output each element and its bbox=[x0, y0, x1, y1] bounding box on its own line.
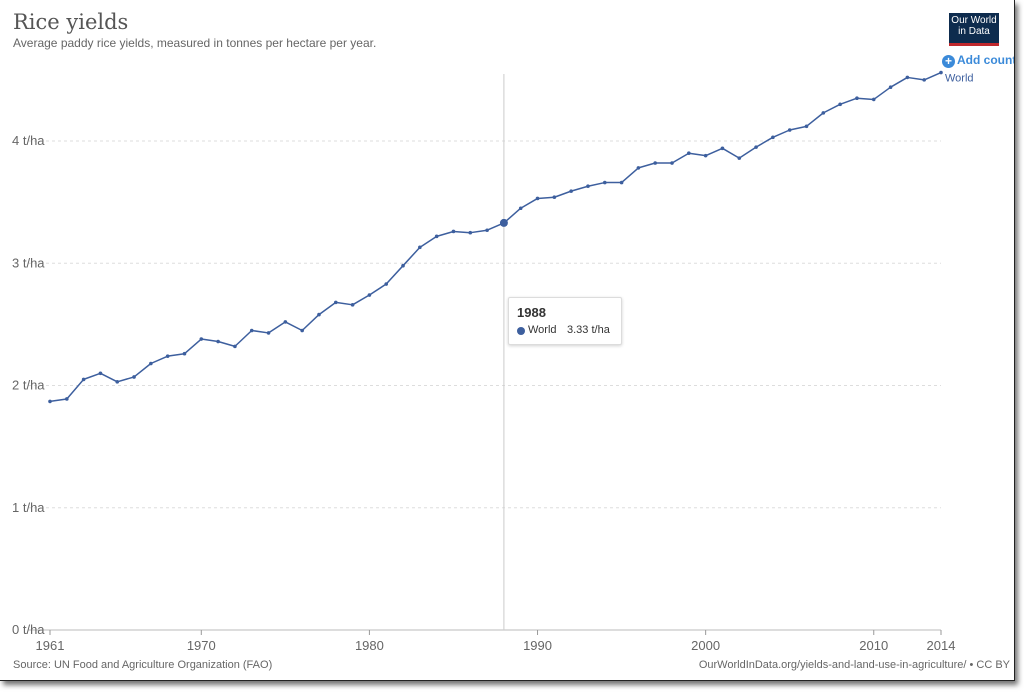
data-point[interactable] bbox=[569, 189, 573, 193]
data-point[interactable] bbox=[48, 399, 52, 404]
data-point[interactable] bbox=[384, 282, 389, 286]
highlighted-data-point[interactable] bbox=[499, 218, 508, 227]
data-point[interactable] bbox=[81, 377, 86, 382]
data-point[interactable] bbox=[434, 234, 439, 239]
data-point[interactable] bbox=[518, 206, 523, 211]
data-point[interactable] bbox=[670, 161, 674, 165]
tooltip-series-dot bbox=[517, 327, 525, 335]
source-note: Source: UN Food and Agriculture Organiza… bbox=[13, 659, 273, 671]
add-country-button[interactable]: +Add country bbox=[942, 53, 1014, 68]
data-point[interactable] bbox=[905, 75, 910, 80]
data-point[interactable] bbox=[98, 371, 103, 376]
series-label-world: World bbox=[945, 73, 974, 85]
logo-line-1: Our World bbox=[951, 15, 997, 26]
data-point[interactable] bbox=[300, 328, 304, 333]
data-point[interactable] bbox=[283, 320, 288, 324]
x-tick-label: 1980 bbox=[355, 638, 384, 653]
data-point[interactable] bbox=[871, 97, 876, 102]
y-tick-label: 2 t/ha bbox=[12, 378, 45, 393]
data-point[interactable] bbox=[939, 70, 943, 75]
chart-subtitle: Average paddy rice yields, measured in t… bbox=[13, 36, 377, 50]
y-tick-label: 4 t/ha bbox=[12, 133, 45, 148]
data-point[interactable] bbox=[182, 351, 187, 356]
tooltip-series-name: World bbox=[528, 324, 557, 336]
data-point[interactable] bbox=[65, 397, 69, 401]
tooltip-year: 1988 bbox=[517, 305, 546, 320]
data-point[interactable] bbox=[317, 312, 321, 317]
data-point[interactable] bbox=[367, 293, 372, 297]
source-url-link[interactable]: OurWorldInData.org/yields-and-land-use-i… bbox=[698, 659, 1010, 671]
logo-line-2: in Data bbox=[958, 26, 990, 37]
data-point[interactable] bbox=[350, 303, 355, 307]
tooltip: 1988 World 3.33 t/ha bbox=[508, 297, 622, 345]
data-point[interactable] bbox=[165, 354, 170, 358]
data-point[interactable] bbox=[249, 328, 254, 333]
x-tick-label: 1990 bbox=[523, 638, 552, 653]
data-point[interactable] bbox=[821, 111, 826, 115]
data-point[interactable] bbox=[468, 230, 473, 235]
tooltip-value: 3.33 t/ha bbox=[567, 324, 610, 336]
data-point[interactable] bbox=[233, 344, 237, 349]
x-tick-label: 1970 bbox=[187, 638, 216, 653]
data-point[interactable] bbox=[485, 228, 489, 233]
data-point[interactable] bbox=[838, 102, 842, 107]
series-layer: World bbox=[48, 70, 974, 404]
add-country-label: Add country bbox=[957, 53, 1014, 67]
data-point[interactable] bbox=[418, 245, 422, 250]
data-point[interactable] bbox=[552, 195, 557, 200]
data-point[interactable] bbox=[149, 361, 153, 366]
data-point[interactable] bbox=[401, 263, 405, 268]
data-point[interactable] bbox=[653, 161, 658, 165]
data-point[interactable] bbox=[636, 166, 641, 170]
y-axis-ticks: 0 t/ha 1 t/ha 2 t/ha 3 t/ha 4 t/ha bbox=[12, 133, 45, 637]
y-tick-label: 1 t/ha bbox=[12, 500, 45, 515]
x-tick-label: 2010 bbox=[859, 638, 888, 653]
chart-title: Rice yields bbox=[13, 10, 129, 34]
data-point[interactable] bbox=[855, 96, 859, 101]
data-point[interactable] bbox=[754, 145, 758, 149]
x-axis-ticks: 1961 1970 1980 1990 2000 2010 2014 bbox=[36, 630, 956, 653]
data-point[interactable] bbox=[720, 146, 725, 151]
data-point[interactable] bbox=[535, 196, 540, 201]
x-tick-label: 2014 bbox=[927, 638, 956, 653]
owid-logo[interactable]: Our World in Data bbox=[949, 13, 999, 46]
plus-icon: + bbox=[942, 55, 955, 68]
data-point[interactable] bbox=[132, 375, 136, 379]
x-tick-label: 1961 bbox=[36, 638, 65, 653]
data-point[interactable] bbox=[602, 180, 607, 185]
data-point[interactable] bbox=[922, 78, 926, 82]
data-point[interactable] bbox=[586, 184, 590, 189]
chart-frame bbox=[0, 0, 1015, 681]
x-tick-label: 2000 bbox=[691, 638, 720, 653]
data-point[interactable] bbox=[771, 135, 775, 140]
data-point[interactable] bbox=[703, 153, 708, 158]
data-point[interactable] bbox=[804, 124, 809, 129]
series-line-world[interactable] bbox=[49, 71, 942, 403]
data-point[interactable] bbox=[737, 156, 742, 160]
y-tick-label: 0 t/ha bbox=[12, 622, 45, 637]
data-point[interactable] bbox=[199, 337, 204, 341]
data-point[interactable] bbox=[216, 339, 220, 344]
y-tick-label: 3 t/ha bbox=[12, 255, 45, 270]
data-point[interactable] bbox=[888, 85, 893, 90]
data-point[interactable] bbox=[687, 151, 691, 156]
data-point[interactable] bbox=[619, 180, 624, 185]
data-point[interactable] bbox=[333, 300, 338, 305]
data-point[interactable] bbox=[451, 229, 456, 234]
data-point[interactable] bbox=[787, 128, 792, 132]
data-point[interactable] bbox=[115, 380, 120, 384]
data-point[interactable] bbox=[266, 331, 271, 335]
gridlines bbox=[28, 140, 941, 631]
